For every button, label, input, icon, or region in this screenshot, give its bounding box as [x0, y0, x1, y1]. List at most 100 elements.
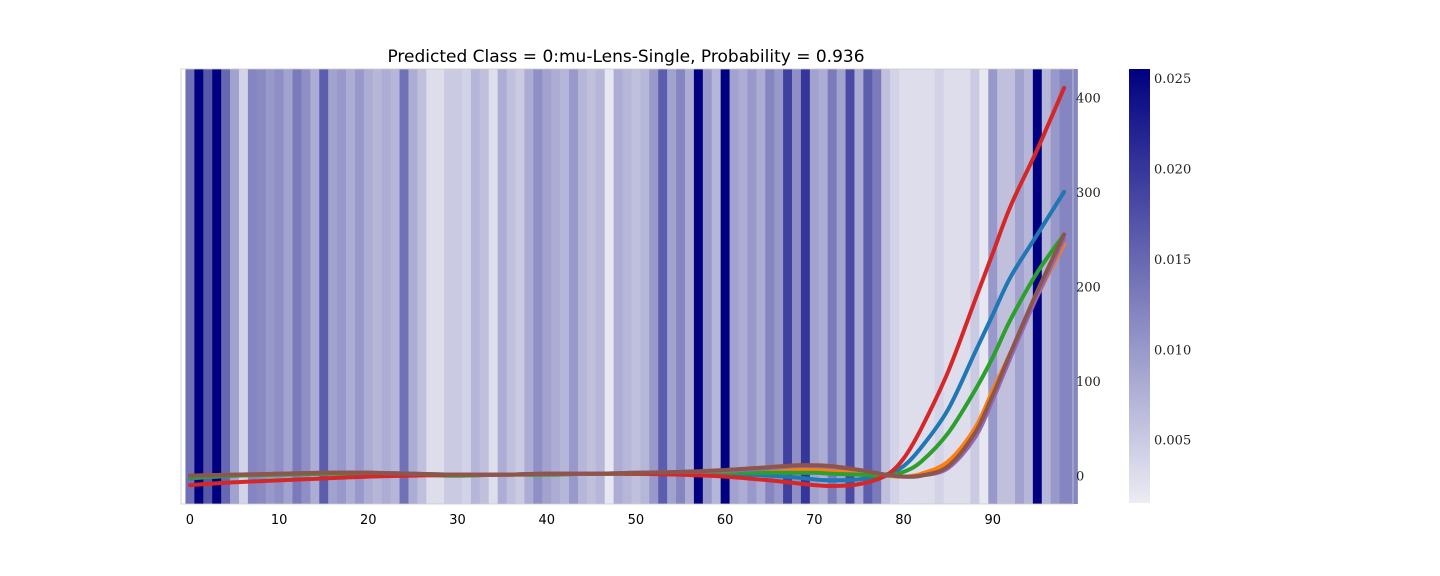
plot-frame: [180, 68, 1074, 505]
heat-cell: [194, 69, 204, 504]
heat-cell: [907, 69, 918, 504]
heat-cell: [515, 69, 525, 504]
heat-cell: [247, 69, 258, 504]
heat-cell: [1059, 69, 1069, 504]
colorbar-tick-label: 0.005: [1154, 434, 1191, 449]
heat-cell: [1050, 69, 1061, 504]
heat-cell: [818, 69, 829, 504]
x-tick-label: 70: [806, 513, 823, 528]
heat-cell: [435, 69, 445, 504]
heat-cell: [577, 69, 588, 504]
heat-cell: [506, 69, 516, 504]
heat-cell: [925, 69, 936, 504]
heat-cell: [212, 69, 222, 504]
heat-cell: [488, 69, 499, 504]
heat-cell: [970, 69, 980, 504]
heat-cell: [756, 69, 766, 504]
heat-cell: [221, 69, 231, 504]
heat-cell: [979, 69, 989, 504]
heat-cell: [872, 69, 882, 504]
heat-cell: [613, 69, 623, 504]
x-tick-label: 20: [360, 513, 377, 528]
heatmap-strip: [185, 69, 1078, 504]
heat-cell: [720, 69, 730, 504]
heat-cell: [497, 69, 507, 504]
heat-cell: [863, 69, 873, 504]
heat-cell: [524, 69, 534, 504]
heat-cell: [337, 69, 347, 504]
heat-cell: [470, 69, 481, 504]
y-tick-label: 100: [1076, 375, 1101, 390]
y-tick-label: 300: [1076, 186, 1101, 201]
heat-cell: [684, 69, 695, 504]
series-lines: [187, 85, 1067, 489]
heat-cell: [693, 69, 704, 504]
y-tick-label: 200: [1076, 281, 1101, 296]
heat-cell: [444, 69, 454, 504]
heat-cell: [667, 69, 677, 504]
x-tick-label: 90: [984, 513, 1001, 528]
heat-cell: [390, 69, 400, 504]
heat-cell: [943, 69, 953, 504]
heat-cell: [702, 69, 713, 504]
chart-title: Predicted Class = 0:mu-Lens-Single, Prob…: [387, 47, 864, 67]
heat-cell: [203, 69, 213, 504]
heat-cell: [765, 69, 775, 504]
heat-cell: [792, 69, 802, 504]
x-tick-label: 10: [271, 513, 288, 528]
heat-cell: [408, 69, 418, 504]
heat-cell: [631, 69, 641, 504]
heat-cell: [426, 69, 436, 504]
y-axis-ticks: 0 100 200 300 400: [1076, 91, 1101, 484]
heat-cell: [256, 69, 267, 504]
heat-cell: [622, 69, 632, 504]
heat-cell: [381, 69, 392, 504]
colorbar-tick-label: 0.025: [1154, 72, 1191, 87]
heat-cell: [346, 69, 356, 504]
x-tick-label: 30: [449, 513, 466, 528]
heat-cell: [595, 69, 606, 504]
heat-cell: [836, 69, 846, 504]
heat-cell: [747, 69, 757, 504]
heat-cell: [283, 69, 293, 504]
heat-cell: [372, 69, 383, 504]
x-tick-label: 40: [538, 513, 555, 528]
heat-cell: [560, 69, 570, 504]
colorbar-tick-label: 0.015: [1154, 253, 1191, 268]
colorbar-ticks: 0.005 0.010 0.015 0.020 0.025: [1154, 72, 1191, 449]
heat-cell: [738, 69, 748, 504]
heat-cell: [1041, 69, 1052, 504]
heat-cell: [542, 69, 552, 504]
heat-cell: [453, 69, 463, 504]
x-tick-label: 80: [895, 513, 912, 528]
heat-cell: [328, 69, 338, 504]
x-axis-ticks: 0 10 20 30 40 50 60 70 80 90: [186, 513, 1001, 528]
heat-cell: [640, 69, 650, 504]
heat-cell: [988, 69, 998, 504]
x-tick-label: 0: [186, 513, 194, 528]
heat-cell: [890, 69, 900, 504]
x-tick-label: 60: [717, 513, 734, 528]
heat-cell: [1006, 69, 1016, 504]
heat-cell: [185, 69, 195, 504]
heat-cell: [274, 69, 284, 504]
y-tick-label: 400: [1076, 91, 1101, 106]
heat-cell: [961, 69, 971, 504]
heat-cell: [729, 69, 739, 504]
heat-cell: [800, 69, 811, 504]
heat-cell: [676, 69, 686, 504]
heat-cell: [586, 69, 597, 504]
heat-cell: [899, 69, 909, 504]
heat-cell: [881, 69, 891, 504]
colorbar-tick-label: 0.010: [1154, 343, 1191, 358]
heat-cell: [916, 69, 927, 504]
heat-cell: [711, 69, 722, 504]
colorbar: [1129, 69, 1150, 503]
heat-cell: [399, 69, 409, 504]
series-line-6: [187, 232, 1067, 479]
heat-cell: [265, 69, 276, 504]
heat-cell: [952, 69, 962, 504]
heat-cell: [230, 69, 240, 504]
colorbar-tick-label: 0.020: [1154, 162, 1191, 177]
